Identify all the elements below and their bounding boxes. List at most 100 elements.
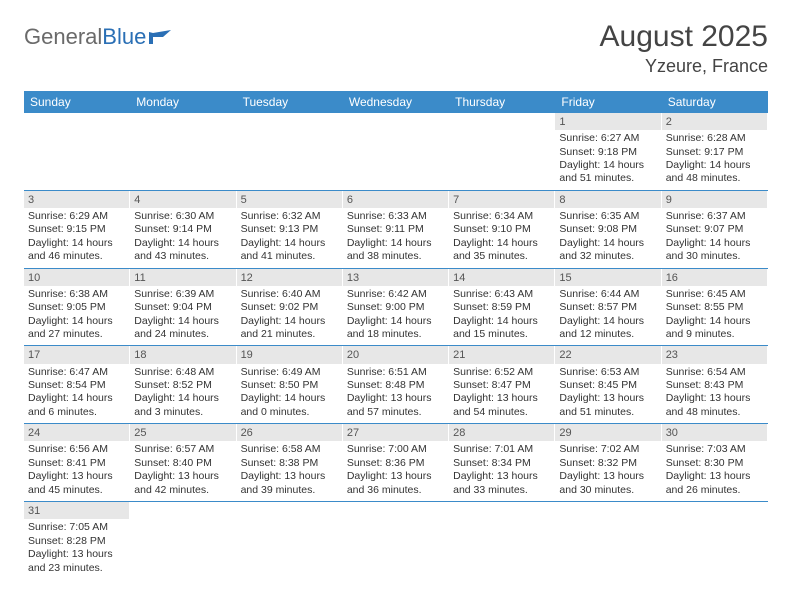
day-number: 7 bbox=[449, 191, 554, 208]
day-header: Friday bbox=[555, 91, 661, 113]
flag-icon bbox=[149, 30, 171, 44]
calendar-day: 12Sunrise: 6:40 AMSunset: 9:02 PMDayligh… bbox=[237, 269, 343, 346]
sunrise-text: Sunrise: 6:52 AM bbox=[453, 366, 550, 379]
calendar-day-empty bbox=[130, 502, 236, 579]
calendar-day-empty bbox=[343, 113, 449, 190]
daylight-text: Daylight: 13 hours and 30 minutes. bbox=[559, 470, 656, 497]
sunrise-text: Sunrise: 6:40 AM bbox=[241, 288, 338, 301]
calendar-day-empty bbox=[237, 113, 343, 190]
header: GeneralBlue August 2025 Yzeure, France bbox=[24, 20, 768, 77]
daylight-text: Daylight: 14 hours and 15 minutes. bbox=[453, 315, 550, 342]
day-number: 9 bbox=[662, 191, 767, 208]
day-detail: Sunrise: 6:38 AMSunset: 9:05 PMDaylight:… bbox=[28, 288, 125, 342]
sunset-text: Sunset: 9:07 PM bbox=[666, 223, 763, 236]
sunset-text: Sunset: 9:15 PM bbox=[28, 223, 125, 236]
title-block: August 2025 Yzeure, France bbox=[600, 20, 768, 77]
sunset-text: Sunset: 9:11 PM bbox=[347, 223, 444, 236]
calendar-day: 21Sunrise: 6:52 AMSunset: 8:47 PMDayligh… bbox=[449, 346, 555, 423]
day-number: 15 bbox=[555, 269, 660, 286]
day-number: 8 bbox=[555, 191, 660, 208]
sunset-text: Sunset: 8:38 PM bbox=[241, 457, 338, 470]
calendar-day: 16Sunrise: 6:45 AMSunset: 8:55 PMDayligh… bbox=[662, 269, 768, 346]
sunrise-text: Sunrise: 6:43 AM bbox=[453, 288, 550, 301]
logo: GeneralBlue bbox=[24, 20, 171, 50]
sunset-text: Sunset: 9:00 PM bbox=[347, 301, 444, 314]
calendar-body: 1Sunrise: 6:27 AMSunset: 9:18 PMDaylight… bbox=[24, 113, 768, 579]
day-detail: Sunrise: 6:39 AMSunset: 9:04 PMDaylight:… bbox=[134, 288, 231, 342]
daylight-text: Daylight: 13 hours and 48 minutes. bbox=[666, 392, 763, 419]
sunset-text: Sunset: 8:36 PM bbox=[347, 457, 444, 470]
calendar-day-empty bbox=[449, 502, 555, 579]
calendar-day: 4Sunrise: 6:30 AMSunset: 9:14 PMDaylight… bbox=[130, 191, 236, 268]
day-detail: Sunrise: 6:57 AMSunset: 8:40 PMDaylight:… bbox=[134, 443, 231, 497]
sunrise-text: Sunrise: 6:27 AM bbox=[559, 132, 656, 145]
day-number: 18 bbox=[130, 346, 235, 363]
day-number: 17 bbox=[24, 346, 129, 363]
sunrise-text: Sunrise: 6:35 AM bbox=[559, 210, 656, 223]
daylight-text: Daylight: 14 hours and 38 minutes. bbox=[347, 237, 444, 264]
day-number: 31 bbox=[24, 502, 129, 519]
daylight-text: Daylight: 14 hours and 12 minutes. bbox=[559, 315, 656, 342]
daylight-text: Daylight: 13 hours and 39 minutes. bbox=[241, 470, 338, 497]
calendar-day: 31Sunrise: 7:05 AMSunset: 8:28 PMDayligh… bbox=[24, 502, 130, 579]
day-detail: Sunrise: 6:28 AMSunset: 9:17 PMDaylight:… bbox=[666, 132, 763, 186]
day-detail: Sunrise: 6:43 AMSunset: 8:59 PMDaylight:… bbox=[453, 288, 550, 342]
day-detail: Sunrise: 6:54 AMSunset: 8:43 PMDaylight:… bbox=[666, 366, 763, 420]
day-detail: Sunrise: 6:51 AMSunset: 8:48 PMDaylight:… bbox=[347, 366, 444, 420]
calendar-day-empty bbox=[237, 502, 343, 579]
calendar-day: 18 Sunrise: 6:48 AMSunset: 8:52 PMDayligh… bbox=[130, 346, 236, 423]
daylight-text: Daylight: 13 hours and 33 minutes. bbox=[453, 470, 550, 497]
daylight-text: Daylight: 14 hours and 35 minutes. bbox=[453, 237, 550, 264]
sunset-text: Sunset: 8:34 PM bbox=[453, 457, 550, 470]
calendar-day: 20 Sunrise: 6:51 AMSunset: 8:48 PMDayligh… bbox=[343, 346, 449, 423]
day-detail: Sunrise: 6:48 AMSunset: 8:52 PMDaylight:… bbox=[134, 366, 231, 420]
sunset-text: Sunset: 8:55 PM bbox=[666, 301, 763, 314]
sunset-text: Sunset: 8:30 PM bbox=[666, 457, 763, 470]
sunrise-text: Sunrise: 6:45 AM bbox=[666, 288, 763, 301]
sunset-text: Sunset: 8:48 PM bbox=[347, 379, 444, 392]
day-detail: Sunrise: 6:33 AMSunset: 9:11 PMDaylight:… bbox=[347, 210, 444, 264]
sunrise-text: Sunrise: 6:56 AM bbox=[28, 443, 125, 456]
daylight-text: Daylight: 13 hours and 36 minutes. bbox=[347, 470, 444, 497]
sunrise-text: Sunrise: 6:33 AM bbox=[347, 210, 444, 223]
day-header: Wednesday bbox=[343, 91, 449, 113]
sunrise-text: Sunrise: 7:05 AM bbox=[28, 521, 125, 534]
location: Yzeure, France bbox=[600, 56, 768, 77]
daylight-text: Daylight: 14 hours and 18 minutes. bbox=[347, 315, 444, 342]
sunrise-text: Sunrise: 6:47 AM bbox=[28, 366, 125, 379]
calendar-day: 13Sunrise: 6:42 AMSunset: 9:00 PMDayligh… bbox=[343, 269, 449, 346]
day-number: 12 bbox=[237, 269, 342, 286]
daylight-text: Daylight: 14 hours and 30 minutes. bbox=[666, 237, 763, 264]
sunset-text: Sunset: 8:57 PM bbox=[559, 301, 656, 314]
calendar-week: 31Sunrise: 7:05 AMSunset: 8:28 PMDayligh… bbox=[24, 502, 768, 579]
sunrise-text: Sunrise: 6:44 AM bbox=[559, 288, 656, 301]
day-number: 21 bbox=[449, 346, 554, 363]
sunrise-text: Sunrise: 7:00 AM bbox=[347, 443, 444, 456]
sunset-text: Sunset: 9:17 PM bbox=[666, 146, 763, 159]
calendar-head-row: SundayMondayTuesdayWednesdayThursdayFrid… bbox=[24, 91, 768, 113]
day-detail: Sunrise: 6:58 AMSunset: 8:38 PMDaylight:… bbox=[241, 443, 338, 497]
day-detail: Sunrise: 6:30 AMSunset: 9:14 PMDaylight:… bbox=[134, 210, 231, 264]
calendar-day: 30Sunrise: 7:03 AMSunset: 8:30 PMDayligh… bbox=[662, 424, 768, 501]
sunset-text: Sunset: 9:18 PM bbox=[559, 146, 656, 159]
sunset-text: Sunset: 9:04 PM bbox=[134, 301, 231, 314]
day-number: 2 bbox=[662, 113, 767, 130]
calendar-day: 25 Sunrise: 6:57 AMSunset: 8:40 PMDayligh… bbox=[130, 424, 236, 501]
sunrise-text: Sunrise: 6:32 AM bbox=[241, 210, 338, 223]
day-header: Sunday bbox=[24, 91, 130, 113]
sunrise-text: Sunrise: 6:30 AM bbox=[134, 210, 231, 223]
day-number: 16 bbox=[662, 269, 767, 286]
daylight-text: Daylight: 14 hours and 27 minutes. bbox=[28, 315, 125, 342]
sunset-text: Sunset: 8:41 PM bbox=[28, 457, 125, 470]
calendar-day: 6Sunrise: 6:33 AMSunset: 9:11 PMDaylight… bbox=[343, 191, 449, 268]
day-number: 5 bbox=[237, 191, 342, 208]
calendar-day: 9Sunrise: 6:37 AMSunset: 9:07 PMDaylight… bbox=[662, 191, 768, 268]
calendar-day: 8 Sunrise: 6:35 AMSunset: 9:08 PMDaylight… bbox=[555, 191, 661, 268]
calendar-day: 14Sunrise: 6:43 AMSunset: 8:59 PMDayligh… bbox=[449, 269, 555, 346]
day-number: 25 bbox=[130, 424, 235, 441]
sunrise-text: Sunrise: 6:51 AM bbox=[347, 366, 444, 379]
day-detail: Sunrise: 6:47 AMSunset: 8:54 PMDaylight:… bbox=[28, 366, 125, 420]
day-number: 20 bbox=[343, 346, 448, 363]
day-detail: Sunrise: 6:35 AMSunset: 9:08 PMDaylight:… bbox=[559, 210, 656, 264]
day-header: Thursday bbox=[449, 91, 555, 113]
